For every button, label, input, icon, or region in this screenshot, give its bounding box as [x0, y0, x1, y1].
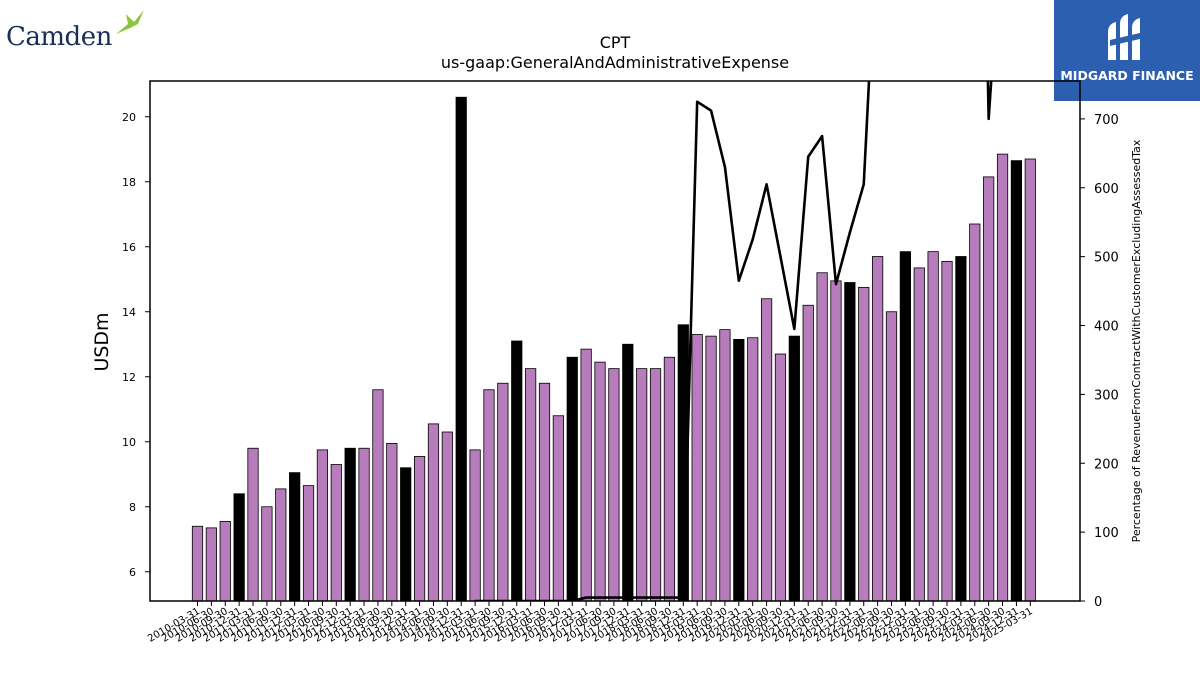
y2-tick-label: 0: [1094, 595, 1102, 610]
bar-2024-06-30: [983, 176, 995, 602]
bar-2011-09-30: [275, 488, 287, 602]
y2-tick-label: 700: [1094, 113, 1119, 128]
y-tick-label: 12: [122, 371, 136, 384]
bar-2023-03-31: [913, 267, 925, 602]
y-tick-label: 8: [129, 501, 136, 514]
y-tick-label: 6: [129, 566, 136, 579]
bar-2015-06-30: [483, 389, 495, 602]
bar-2013-09-30: [386, 442, 398, 602]
bar-2021-06-30: [816, 272, 828, 602]
hummingbird-icon: [116, 10, 144, 34]
bar-2021-12-31: [844, 282, 856, 602]
bar-2010-06-30: [205, 527, 217, 602]
y2-tick-label: 200: [1094, 457, 1119, 472]
bar-2011-03-31: [247, 447, 259, 602]
bar-2020-09-30: [774, 353, 787, 602]
bar-2014-06-30: [427, 423, 440, 602]
y2-tick-label: 100: [1094, 526, 1119, 541]
y-tick-label: 18: [122, 176, 136, 189]
y-axis-label: USDm: [91, 312, 113, 371]
bar-2016-12-31: [566, 356, 578, 602]
plot-area: [149, 80, 1081, 602]
bar-2018-06-30: [649, 368, 662, 602]
bar-2012-06-30: [316, 449, 329, 602]
bar-2016-09-30: [552, 415, 564, 602]
bar-2022-03-31: [858, 286, 870, 602]
bar-2011-06-30: [261, 506, 273, 602]
bar-2022-06-30: [872, 256, 884, 602]
bar-2019-06-30: [705, 335, 717, 602]
bar-2023-09-30: [941, 260, 953, 602]
bar-2020-03-31: [747, 337, 759, 602]
bar-2024-09-30: [996, 153, 1009, 602]
y2-tick-label: 400: [1094, 320, 1119, 335]
bar-2010-12-31: [233, 493, 245, 602]
bar-2010-03-31: [191, 525, 204, 602]
bar-2014-03-31: [413, 455, 426, 602]
y-tick-label: 20: [122, 111, 136, 124]
bar-2021-03-31: [802, 304, 814, 602]
bar-2024-03-31: [969, 223, 981, 602]
line-series-path: [475, 81, 993, 601]
y-tick-label: 14: [122, 306, 136, 319]
plot-frame: [149, 80, 1081, 602]
bar-2015-12-31: [511, 340, 523, 602]
y-tick-label: 16: [122, 241, 136, 254]
bar-2017-09-30: [608, 368, 620, 602]
bar-2014-12-31: [455, 96, 467, 602]
y-axis-ticks: 6 8 10 12 14 16 18 20: [122, 111, 150, 579]
bar-2022-12-31: [899, 251, 911, 602]
bar-2019-03-31: [691, 334, 703, 602]
line-series: [475, 81, 993, 601]
bar-2022-09-30: [885, 311, 898, 602]
bar-2024-12-31: [1010, 160, 1023, 602]
midgard-finance-label: MIDGARD FINANCE: [1060, 68, 1194, 83]
camden-logo: Camden: [6, 8, 146, 54]
y2-tick-label: 600: [1094, 182, 1119, 197]
bar-2015-09-30: [497, 382, 509, 602]
bar-2019-12-31: [733, 338, 745, 602]
bar-2020-12-31: [788, 335, 800, 602]
chart-subtitle: us-gaap:GeneralAndAdministrativeExpense: [441, 53, 789, 72]
chart-title: CPT: [600, 33, 631, 52]
bar-2010-09-30: [219, 520, 231, 602]
bar-2013-12-31: [400, 467, 412, 602]
bar-2019-09-30: [719, 329, 731, 602]
y2-tick-label: 500: [1094, 251, 1119, 266]
bar-2017-03-31: [580, 348, 592, 602]
bar-series: [191, 96, 1036, 602]
bar-2014-09-30: [441, 431, 453, 602]
bar-2013-03-31: [358, 447, 370, 602]
camden-logo-text: Camden: [6, 22, 112, 52]
bar-2017-06-30: [594, 361, 606, 602]
bar-2012-12-31: [344, 447, 356, 602]
bar-2011-12-31: [289, 472, 301, 602]
bar-2015-03-31: [469, 449, 481, 602]
midgard-finance-badge: MIDGARD FINANCE: [1054, 0, 1200, 101]
bar-2023-12-31: [955, 256, 967, 602]
bar-2020-06-30: [760, 298, 773, 602]
bar-2013-06-30: [372, 389, 384, 602]
bar-2018-03-31: [636, 368, 648, 602]
bar-2021-09-30: [830, 280, 842, 602]
x-axis-ticks: 2010-03-312010-06-302010-09-302010-12-31…: [146, 601, 1035, 645]
bar-2012-09-30: [330, 464, 342, 602]
bar-2023-06-30: [927, 251, 939, 602]
y2-axis-label: Percentage of RevenueFromContractWithCus…: [1130, 139, 1143, 542]
bar-2017-12-31: [622, 343, 634, 602]
bar-2018-09-30: [663, 356, 676, 602]
bar-2016-03-31: [525, 368, 537, 602]
y2-tick-label: 300: [1094, 388, 1119, 403]
midgard-logo-icon: [1108, 14, 1144, 60]
bar-2025-03-31: [1024, 158, 1036, 602]
y2-axis-ticks: 0 100 200 300 400 500 600 700: [1080, 113, 1119, 610]
bar-2016-06-30: [538, 382, 551, 602]
bar-2012-03-31: [302, 485, 315, 602]
y-tick-label: 10: [122, 436, 136, 449]
